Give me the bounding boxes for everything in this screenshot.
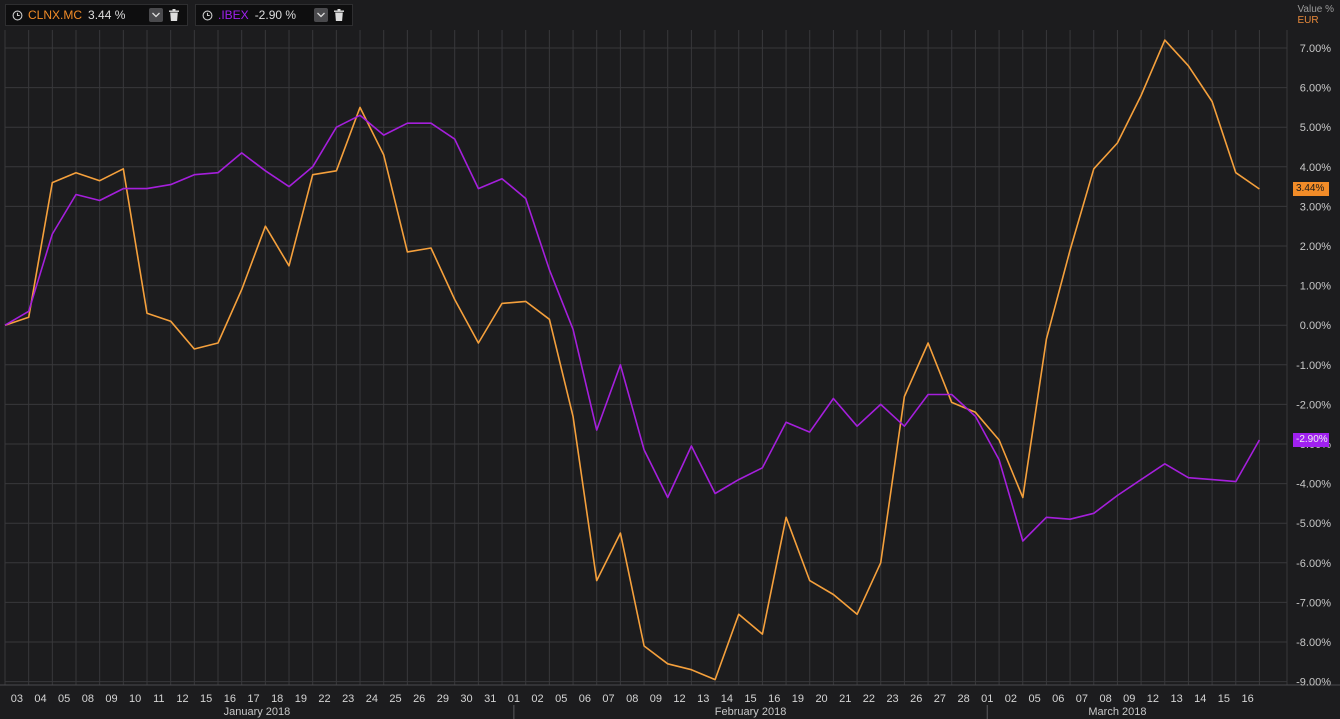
y-tick-label: -9.00% [1296, 677, 1331, 689]
x-tick-label: 16 [768, 693, 780, 705]
x-tick-label: 01 [981, 693, 993, 705]
x-tick-label: 18 [271, 693, 283, 705]
y-tick-label: 5.00% [1300, 122, 1331, 134]
x-tick-label: 08 [626, 693, 638, 705]
clock-icon [12, 10, 23, 20]
month-label: March 2018 [1088, 706, 1146, 718]
month-label: January 2018 [224, 706, 291, 718]
x-tick-label: 23 [886, 693, 898, 705]
y-tick-label: 0.00% [1300, 320, 1331, 332]
chevron-down-icon[interactable] [149, 8, 163, 22]
x-tick-label: 09 [105, 693, 117, 705]
x-tick-label: 06 [579, 693, 591, 705]
y-tick-label: 3.00% [1300, 201, 1331, 213]
legend-series-change: -2.90 % [254, 8, 297, 22]
x-tick-label: 06 [1052, 693, 1064, 705]
chevron-down-icon[interactable] [314, 8, 328, 22]
x-tick-label: 11 [153, 693, 164, 705]
x-tick-label: 26 [910, 693, 922, 705]
x-tick-label: 24 [366, 693, 378, 705]
x-tick-label: 05 [555, 693, 567, 705]
x-tick-label: 26 [413, 693, 425, 705]
x-tick-label: 19 [792, 693, 804, 705]
x-tick-label: 05 [58, 693, 70, 705]
y-tick-label: -4.00% [1296, 479, 1331, 491]
x-tick-label: 08 [1099, 693, 1111, 705]
x-tick-label: 04 [34, 693, 46, 705]
legend-series-change: 3.44 % [88, 8, 126, 22]
x-tick-label: 17 [247, 693, 259, 705]
x-axis-tick-labels: 03 04 05 08 09 10 11 12 15 16 17 18 19 22 23 24 25 26 29 30… [11, 693, 1254, 705]
y-tick-label: 2.00% [1300, 241, 1331, 253]
y-axis-unit: EUR [1297, 15, 1319, 26]
x-tick-label: 22 [318, 693, 330, 705]
x-tick-label: 03 [11, 693, 23, 705]
horizontal-gridlines [0, 47, 1340, 686]
x-tick-label: 07 [1076, 693, 1088, 705]
x-tick-label: 21 [839, 693, 851, 705]
x-tick-label: 16 [1241, 693, 1253, 705]
x-tick-label: 02 [1005, 693, 1017, 705]
y-tick-label: -2.00% [1296, 399, 1331, 411]
x-tick-label: 09 [650, 693, 662, 705]
y-axis-title: Value % EUR [1297, 4, 1334, 26]
y-tick-label: -1.00% [1296, 360, 1331, 372]
x-tick-label: 07 [602, 693, 614, 705]
y-tick-label: -6.00% [1296, 558, 1331, 570]
last-value-tag-ibex: -2.90% [1293, 433, 1329, 448]
x-tick-label: 15 [1218, 693, 1230, 705]
legend-item-ibex[interactable]: .IBEX -2.90 % [195, 4, 353, 26]
x-tick-label: 12 [1147, 693, 1159, 705]
x-tick-label: 13 [697, 693, 709, 705]
legend-series-name: .IBEX [218, 8, 249, 22]
x-tick-label: 15 [200, 693, 212, 705]
x-tick-label: 09 [1123, 693, 1135, 705]
month-label: February 2018 [715, 706, 787, 718]
clock-icon [202, 10, 213, 20]
y-tick-label: 7.00% [1300, 43, 1331, 55]
x-tick-label: 16 [224, 693, 236, 705]
x-tick-label: 14 [1194, 693, 1206, 705]
y-tick-label: 4.00% [1300, 162, 1331, 174]
x-tick-label: 28 [957, 693, 969, 705]
x-tick-label: 10 [129, 693, 141, 705]
x-tick-label: 29 [437, 693, 449, 705]
trash-icon[interactable] [167, 8, 181, 22]
vertical-gridlines [4, 30, 1288, 685]
x-tick-label: 22 [863, 693, 875, 705]
legend-series-name: CLNX.MC [28, 8, 83, 22]
x-tick-label: 12 [176, 693, 188, 705]
legend-item-clnx[interactable]: CLNX.MC 3.44 % [5, 4, 188, 26]
series-line-ibex [4, 114, 1261, 542]
y-axis-label: Value % [1297, 4, 1334, 15]
x-tick-label: 27 [934, 693, 946, 705]
last-value-tag-clnx: 3.44% [1293, 181, 1329, 196]
x-tick-label: 15 [744, 693, 756, 705]
series-lines [4, 39, 1261, 681]
trash-icon[interactable] [332, 8, 346, 22]
x-tick-label: 25 [389, 693, 401, 705]
x-tick-label: 08 [82, 693, 94, 705]
x-tick-label: 14 [721, 693, 733, 705]
x-tick-label: 13 [1170, 693, 1182, 705]
y-tick-label: -7.00% [1296, 597, 1331, 609]
x-tick-label: 31 [484, 693, 496, 705]
x-tick-label: 05 [1028, 693, 1040, 705]
month-labels: January 2018 February 2018 March 2018 [224, 705, 1146, 719]
series-line-clnx [4, 39, 1260, 681]
x-tick-label: 02 [531, 693, 543, 705]
x-tick-label: 20 [815, 693, 827, 705]
y-tick-label: 6.00% [1300, 83, 1331, 95]
y-axis-tick-labels: 7.00% 6.00% 5.00% 4.00% 3.00% 2.00% 1.00% 0.00%… [1296, 43, 1331, 689]
y-tick-label: -8.00% [1296, 637, 1331, 649]
x-tick-label: 19 [295, 693, 307, 705]
y-tick-label: -5.00% [1296, 518, 1331, 530]
y-tick-label: 1.00% [1300, 281, 1331, 293]
x-tick-label: 12 [673, 693, 685, 705]
x-tick-label: 01 [508, 693, 520, 705]
x-tick-label: 23 [342, 693, 354, 705]
x-tick-label: 30 [460, 693, 472, 705]
